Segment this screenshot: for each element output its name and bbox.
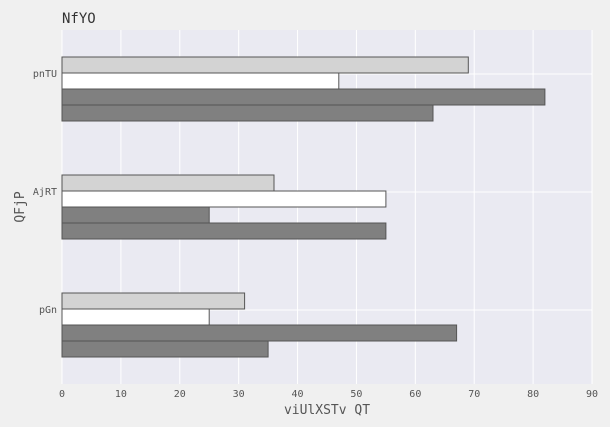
chart-title: NfYO [62, 11, 96, 27]
bar [61, 324, 458, 342]
y-axis-ticks: pnTU AjRT pGn [33, 69, 57, 316]
bar [61, 292, 246, 310]
bar [61, 174, 275, 192]
y-tick-label: pnTU [33, 69, 57, 80]
bar [61, 340, 269, 358]
bar [61, 308, 210, 326]
bar [61, 88, 546, 106]
x-axis-label: viUlXSTv QT [284, 403, 370, 418]
x-tick-label: 60 [409, 389, 421, 400]
x-tick-label: 90 [586, 389, 598, 400]
x-tick-label: 50 [350, 389, 362, 400]
y-tick-label: AjRT [33, 187, 57, 198]
bar [61, 104, 434, 122]
x-tick-label: 70 [468, 389, 480, 400]
x-tick-label: 30 [233, 389, 245, 400]
x-tick-label: 80 [527, 389, 539, 400]
bars [61, 56, 546, 358]
x-tick-label: 0 [59, 389, 65, 400]
y-axis-label: QFjP [13, 191, 28, 222]
x-tick-label: 10 [115, 389, 127, 400]
y-tick-label: pGn [39, 305, 57, 316]
bar [61, 56, 469, 74]
x-tick-label: 40 [292, 389, 304, 400]
bar [61, 206, 210, 224]
bar [61, 222, 387, 240]
x-axis-ticks: 0 10 20 30 40 50 60 70 80 90 [59, 389, 598, 400]
bar [61, 72, 340, 90]
x-tick-label: 20 [174, 389, 186, 400]
bar [61, 190, 387, 208]
